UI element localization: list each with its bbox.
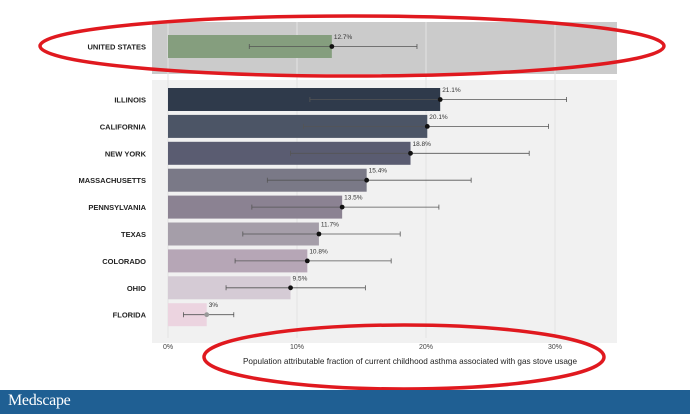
asthma-gas-stove-chart: UNITED STATES 12.7% ILLINOIS 21.1% CALIFORN… — [38, 14, 666, 390]
point-estimate — [204, 312, 210, 318]
bar — [168, 114, 428, 138]
x-tick-label: 0% — [163, 344, 173, 351]
point-estimate — [316, 231, 322, 237]
point-estimate — [288, 285, 293, 291]
x-tick-label: 10% — [290, 344, 304, 351]
value-label: 9.5% — [293, 275, 308, 282]
medscape-logo: Medscape — [8, 392, 71, 409]
bar-row-california: CALIFORNIA 20.1% — [100, 114, 549, 138]
bar-row-illinois: ILLINOIS 21.1% — [114, 87, 568, 111]
bar-row-texas: TEXAS 11.7% — [121, 222, 401, 246]
category-label: NEW YORK — [105, 149, 147, 158]
bar-row-ohio: OHIO 9.5% — [127, 275, 366, 300]
bar — [168, 141, 411, 165]
category-label: UNITED STATES — [88, 43, 146, 52]
point-estimate — [329, 44, 335, 49]
category-label: PENNSYLVANIA — [88, 203, 146, 212]
value-label: 3% — [209, 302, 219, 309]
footer-bar: Medscape — [0, 390, 690, 414]
bar-row-united-states: UNITED STATES 12.7% — [88, 34, 418, 58]
point-estimate — [408, 150, 413, 156]
category-label: COLORADO — [102, 257, 146, 266]
x-tick-label: 30% — [548, 344, 562, 351]
category-label: FLORIDA — [113, 311, 147, 320]
highlight-ellipse-bottom — [202, 323, 606, 390]
category-label: OHIO — [127, 284, 146, 293]
highlight-ellipse-top — [38, 14, 666, 78]
x-tick-label: 20% — [419, 344, 433, 351]
value-label: 12.7% — [334, 34, 353, 41]
bar-row-new-york: NEW YORK 18.8% — [105, 141, 530, 165]
category-label: MASSACHUSETTS — [78, 176, 146, 185]
summary-row: UNITED STATES 12.7% — [88, 34, 418, 58]
bar-row-colorado: COLORADO 10.8% — [102, 248, 392, 273]
point-estimate — [364, 177, 370, 183]
x-axis-ticks: 0% 10% 20% 30% — [163, 344, 562, 351]
value-label: 10.8% — [309, 248, 328, 255]
value-label: 13.5% — [344, 195, 363, 202]
value-label: 11.7% — [321, 222, 339, 229]
point-estimate — [437, 97, 443, 102]
category-label: CALIFORNIA — [100, 122, 147, 131]
x-axis-label: Population attributable fraction of curr… — [243, 357, 578, 366]
bar-row-florida: FLORIDA 3% — [113, 302, 235, 327]
value-label: 20.1% — [429, 114, 448, 121]
value-label: 15.4% — [369, 168, 388, 175]
value-label: 18.8% — [413, 141, 432, 148]
bar-row-pennsylvania: PENNSYLVANIA 13.5% — [88, 195, 440, 219]
point-estimate — [339, 204, 345, 210]
state-bars: ILLINOIS 21.1% CALIFORNIA 20.1% NEW YORK 18.8… — [78, 87, 568, 327]
category-label: TEXAS — [121, 230, 146, 239]
point-estimate — [304, 258, 310, 264]
point-estimate — [424, 124, 430, 129]
value-label: 21.1% — [442, 87, 461, 94]
category-label: ILLINOIS — [114, 96, 146, 105]
bar-row-massachusetts: MASSACHUSETTS 15.4% — [78, 168, 472, 192]
bar — [168, 88, 441, 111]
